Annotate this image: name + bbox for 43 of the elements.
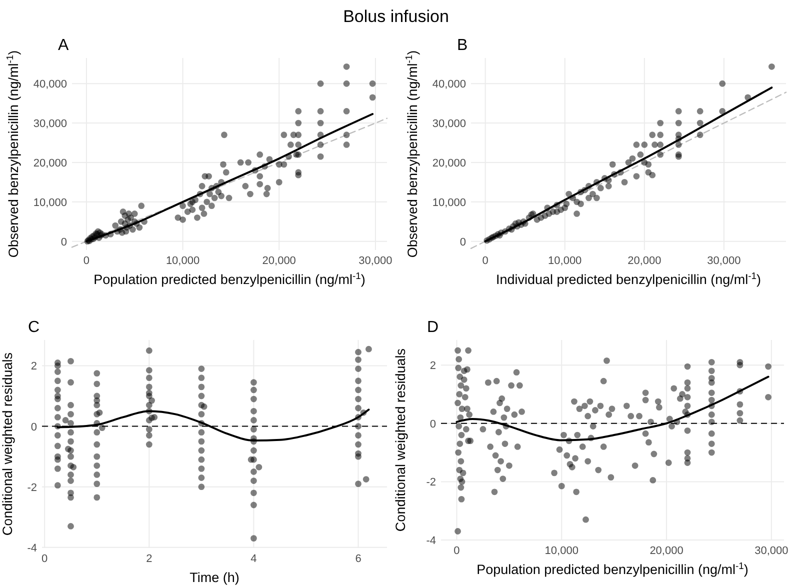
x-axis-title: Individual predicted benzylpenicillin (ng/ml$^{-1}$) — [496, 270, 762, 287]
x-tick-label: 30,000 — [358, 255, 392, 267]
x-tick-label: 0 — [83, 255, 90, 267]
x-tick-label: 20,000 — [628, 255, 662, 267]
x-tick-label: 2 — [146, 553, 152, 565]
y-tick-label: -2 — [27, 482, 37, 494]
y-tick-label: 20,000 — [432, 157, 466, 170]
x-tick-label: 30,000 — [754, 545, 788, 557]
y-tick-label: 2 — [430, 360, 436, 372]
x-axis-title: Time (h) — [190, 570, 240, 585]
y-tick-label: 10,000 — [432, 196, 466, 209]
x-tick-label: 4 — [250, 553, 257, 565]
x-tick-label: 0 — [482, 255, 488, 267]
x-axis-title: Population predicted benzylpenicillin (ng/ml$^{-1}$) — [476, 560, 748, 577]
x-tick-label: 10,000 — [166, 255, 200, 267]
y-tick-label: -4 — [27, 542, 37, 554]
x-tick-label: 10,000 — [548, 255, 582, 267]
y-tick-label: 0 — [60, 236, 67, 248]
y-tick-label: 10,000 — [33, 196, 67, 209]
y-tick-label: 20,000 — [33, 157, 67, 170]
y-tick-label: 40,000 — [432, 78, 466, 91]
x-tick-label: 6 — [355, 553, 362, 565]
y-axis-title: Conditional weighted residuals — [393, 348, 408, 532]
x-axis-title: Population predicted benzylpenicillin (ng/ml$^{-1}$) — [94, 270, 366, 287]
text: Bolus infusion — [343, 7, 449, 26]
x-tick-label: 10,000 — [544, 545, 578, 557]
chart-title: B — [457, 37, 468, 54]
y-tick-label: 30,000 — [432, 118, 466, 130]
y-axis-title: Conditional weighted residuals — [0, 352, 15, 536]
chart-title: A — [58, 37, 69, 54]
x-tick-label: 20,000 — [262, 255, 296, 267]
y-tick-label: -2 — [426, 476, 436, 489]
y-tick-label: 0 — [460, 236, 466, 248]
y-tick-label: 0 — [430, 418, 436, 430]
chart-title: D — [427, 319, 439, 336]
x-tick-label: 20,000 — [650, 545, 684, 557]
y-tick-label: 2 — [30, 360, 37, 373]
chart-title: C — [28, 319, 40, 336]
x-tick-label: 30,000 — [707, 255, 741, 267]
y-tick-label: -4 — [426, 535, 436, 547]
y-tick-label: 0 — [30, 421, 37, 434]
y-tick-label: 40,000 — [33, 78, 67, 91]
y-tick-label: 30,000 — [33, 118, 67, 130]
